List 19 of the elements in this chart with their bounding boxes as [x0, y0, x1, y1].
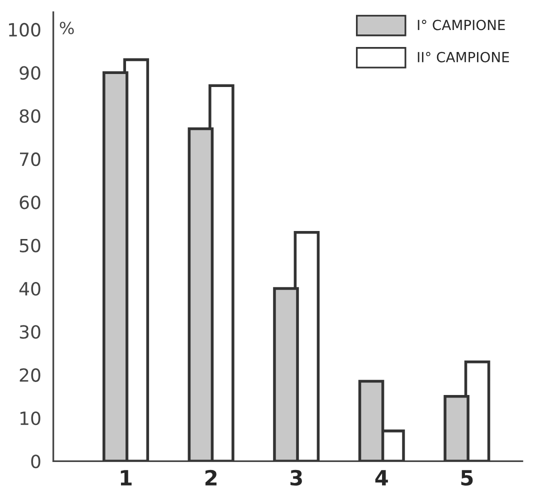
x-tick-label: 1 — [120, 470, 132, 486]
y-tick-label: 100 — [9, 22, 40, 37]
x-tick-label: 4 — [375, 470, 388, 486]
y-axis-title: % — [60, 22, 74, 34]
x-tick-label: 2 — [205, 470, 217, 486]
y-tick-label: 30 — [20, 325, 40, 339]
legend-label: I° CAMPIONE — [418, 20, 505, 30]
y-tick-label: 90 — [20, 66, 40, 80]
legend-label: II° CAMPIONE — [418, 52, 509, 62]
y-tick-label: 40 — [19, 282, 40, 296]
y-tick-label: 10 — [20, 411, 40, 426]
y-tick-label: 80 — [20, 109, 40, 123]
x-tick-label: 5 — [461, 470, 473, 486]
x-tick-label: 3 — [290, 470, 302, 486]
y-tick-label: 70 — [20, 152, 40, 166]
y-tick-label: 20 — [20, 368, 40, 382]
y-tick-label: 50 — [20, 238, 40, 252]
y-tick-label: 60 — [20, 196, 40, 210]
y-tick-label: 0 — [31, 454, 40, 468]
